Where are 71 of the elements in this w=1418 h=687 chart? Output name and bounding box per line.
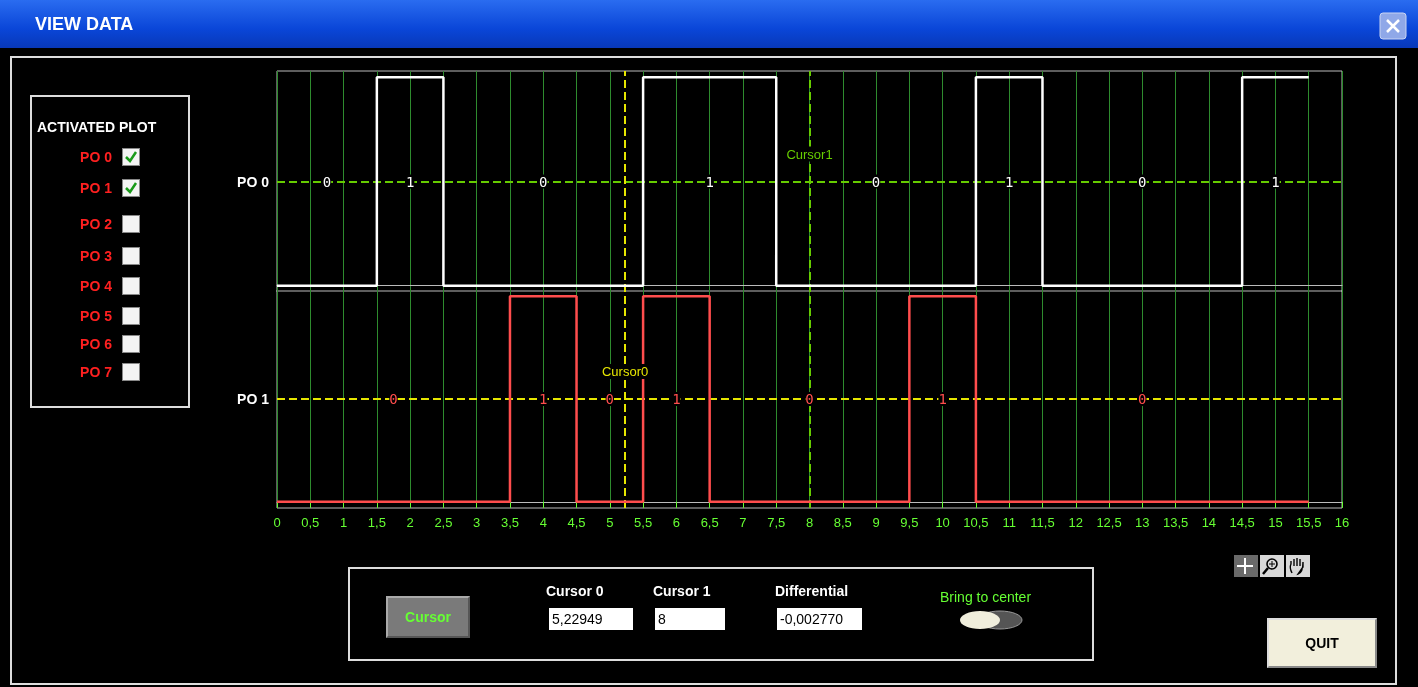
x-tick-label: 10 (935, 515, 950, 530)
x-tick-label: 15,5 (1296, 515, 1322, 530)
x-tick-label: 7,5 (767, 515, 786, 530)
x-tick-label: 0,5 (301, 515, 320, 530)
annotation: 0 (605, 391, 615, 407)
x-tick-label: 1 (339, 515, 348, 530)
text: PO 4 (79, 278, 112, 294)
x-tick-label: 14 (1201, 515, 1217, 530)
text: PO 1 (237, 391, 270, 407)
text: 8 (655, 608, 725, 630)
text: PO 2 (79, 216, 112, 232)
text: Cursor 1 (653, 583, 711, 599)
text: QUIT (1267, 618, 1377, 668)
x-tick-label: 4,5 (567, 515, 586, 530)
text: 5,22949 (549, 608, 633, 630)
annotation: 0 (871, 173, 881, 190)
x-tick-label: 2 (406, 515, 414, 530)
x-tick-label: 2,5 (434, 515, 453, 530)
x-tick-label: 8 (805, 515, 814, 530)
annotation: 0 (805, 391, 814, 407)
x-tick-label: 11 (1002, 515, 1016, 530)
annotation: 0 (389, 391, 398, 407)
x-tick-label: 10,5 (963, 515, 989, 530)
text: -0,002770 (777, 608, 862, 630)
x-tick-label: 15 (1268, 515, 1283, 530)
x-tick-label: 12,5 (1096, 515, 1122, 530)
text: VIEW DATA (35, 14, 134, 35)
text: PO 1 (79, 180, 112, 196)
x-tick-label: 14,5 (1229, 515, 1255, 530)
x-tick-label: 6,5 (700, 515, 719, 530)
ref-line-label: Cursor1 (786, 146, 833, 162)
x-tick-label: 13 (1135, 515, 1150, 530)
x-tick-label: 5 (606, 515, 614, 530)
x-tick-label: 0 (273, 515, 281, 530)
x-tick-label: 5,5 (634, 515, 653, 530)
x-tick-label: 6 (672, 515, 680, 530)
text: Bring to center (940, 589, 1032, 605)
x-tick-label: 8,5 (833, 515, 852, 530)
annotation: 1 (938, 391, 947, 407)
x-tick-label: 4 (539, 515, 547, 530)
x-tick-label: 9 (872, 515, 880, 530)
text: Cursor (386, 596, 470, 638)
x-tick-label: 7 (739, 515, 747, 530)
text: Differential (775, 583, 849, 599)
x-tick-label: 3 (473, 515, 481, 530)
x-tick-label: 11,5 (1030, 515, 1055, 530)
annotation: 1 (1004, 173, 1014, 190)
text: PO 5 (79, 308, 112, 324)
annotation: 0 (539, 173, 548, 190)
x-tick-label: 9,5 (900, 515, 919, 530)
text: PO 7 (79, 364, 112, 380)
x-tick-label: 3,5 (500, 515, 520, 530)
text: PO 0 (79, 149, 112, 165)
annotation: 1 (539, 391, 548, 407)
text: Cursor 0 (546, 583, 604, 599)
ref-line-label: Cursor0 (601, 364, 649, 379)
annotation: 1 (1271, 173, 1280, 190)
annotation: 0 (1138, 173, 1147, 190)
x-tick-label: 1,5 (367, 515, 386, 530)
annotation: 0 (1138, 391, 1147, 407)
text: PO 6 (79, 336, 112, 352)
annotation: 1 (405, 173, 415, 190)
annotation: 1 (672, 391, 681, 407)
text: PO 3 (79, 248, 112, 264)
x-tick-label: 16 (1334, 515, 1350, 530)
text: PO 0 (237, 173, 270, 190)
text: ACTIVATED PLOT (37, 119, 157, 135)
x-tick-label: 13,5 (1162, 515, 1189, 530)
annotation: 0 (322, 173, 332, 190)
annotation: 1 (705, 173, 714, 190)
x-tick-label: 12 (1068, 515, 1083, 530)
